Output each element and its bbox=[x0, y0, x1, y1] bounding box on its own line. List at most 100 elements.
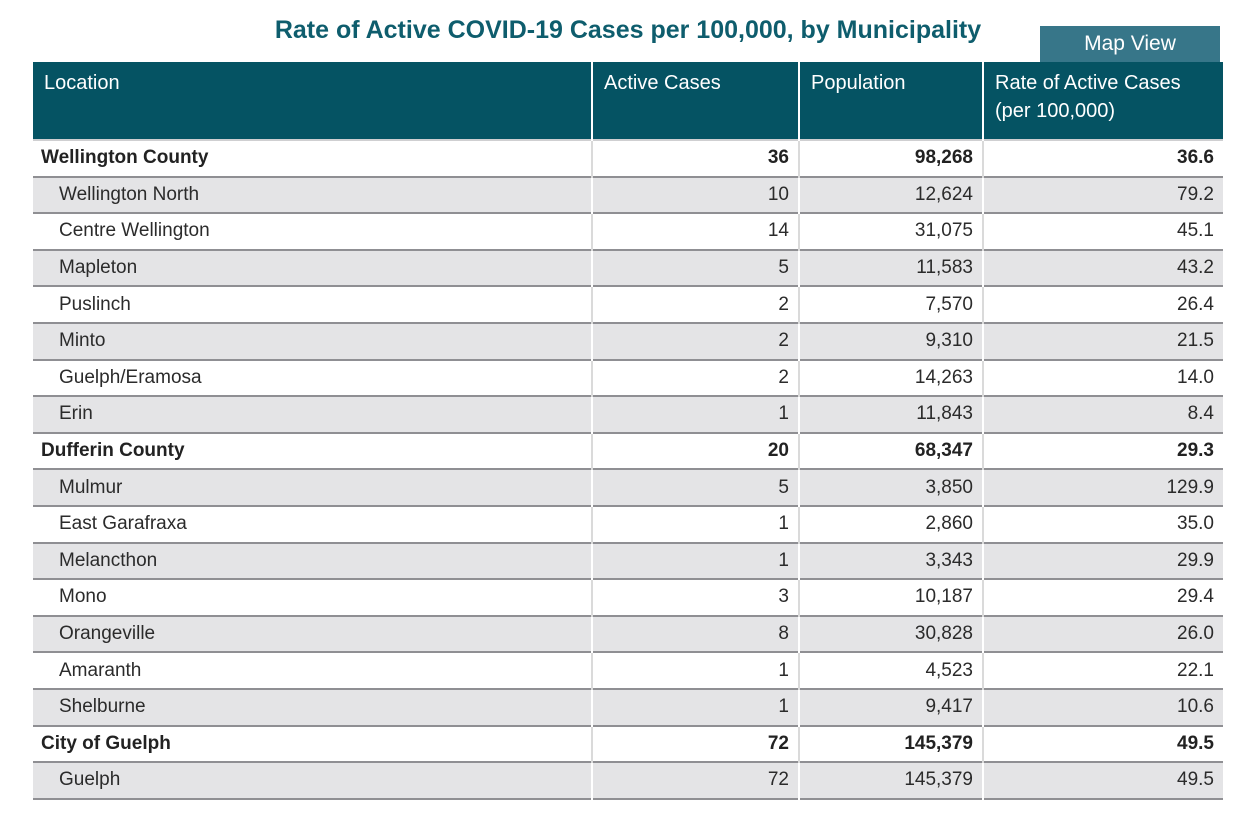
cell-rate: 29.3 bbox=[982, 432, 1223, 470]
cell-rate: 36.6 bbox=[982, 140, 1223, 177]
map-view-button[interactable]: Map View bbox=[1040, 26, 1220, 62]
cell-population: 11,583 bbox=[798, 249, 983, 287]
cell-active-cases: 2 bbox=[591, 286, 799, 323]
cell-location: Orangeville bbox=[59, 623, 156, 645]
cell-population: 2,860 bbox=[798, 505, 983, 543]
cell-active-cases: 36 bbox=[591, 140, 799, 177]
table-row-municipality: Wellington North 10 12,624 79.2 bbox=[33, 176, 1223, 214]
cell-active-cases: 3 bbox=[591, 579, 799, 616]
cell-location: Mapleton bbox=[59, 257, 138, 279]
cell-location: Dufferin County bbox=[41, 440, 185, 462]
cell-rate: 49.5 bbox=[982, 762, 1223, 799]
cell-location: Mono bbox=[59, 586, 107, 608]
cell-population: 31,075 bbox=[798, 213, 983, 250]
cell-active-cases: 5 bbox=[591, 249, 799, 287]
table-row-municipality: Amaranth 1 4,523 22.1 bbox=[33, 652, 1223, 689]
cell-active-cases: 72 bbox=[591, 762, 799, 799]
cell-active-cases: 1 bbox=[591, 652, 799, 689]
table-row-municipality: Guelph 72 145,379 49.5 bbox=[33, 762, 1223, 799]
page-title: Rate of Active COVID-19 Cases per 100,00… bbox=[274, 16, 982, 44]
cell-population: 4,523 bbox=[798, 652, 983, 689]
cell-active-cases: 1 bbox=[591, 542, 799, 580]
cell-active-cases: 20 bbox=[591, 432, 799, 470]
table-row-municipality: Mulmur 5 3,850 129.9 bbox=[33, 469, 1223, 506]
cell-population: 14,263 bbox=[798, 359, 983, 397]
cell-population: 10,187 bbox=[798, 579, 983, 616]
cell-rate: 129.9 bbox=[982, 469, 1223, 506]
cell-population: 3,343 bbox=[798, 542, 983, 580]
cell-location: Erin bbox=[59, 403, 93, 425]
table-row-county: Dufferin County 20 68,347 29.3 bbox=[33, 432, 1223, 470]
table-row-municipality: Orangeville 8 30,828 26.0 bbox=[33, 615, 1223, 653]
cell-rate: 26.4 bbox=[982, 286, 1223, 323]
cell-location: East Garafraxa bbox=[59, 513, 187, 535]
cell-active-cases: 2 bbox=[591, 322, 799, 360]
cell-rate: 35.0 bbox=[982, 505, 1223, 543]
table-row-municipality: Erin 1 11,843 8.4 bbox=[33, 396, 1223, 433]
cell-active-cases: 5 bbox=[591, 469, 799, 506]
table-row-municipality: Shelburne 1 9,417 10.6 bbox=[33, 688, 1223, 726]
cell-active-cases: 72 bbox=[591, 725, 799, 763]
cell-location: Mulmur bbox=[59, 476, 123, 498]
cell-population: 30,828 bbox=[798, 615, 983, 653]
cell-population: 9,417 bbox=[798, 688, 983, 726]
cell-active-cases: 1 bbox=[591, 505, 799, 543]
table-row-municipality: Melancthon 1 3,343 29.9 bbox=[33, 542, 1223, 580]
cell-location: Amaranth bbox=[59, 659, 142, 681]
table-row-county: City of Guelph 72 145,379 49.5 bbox=[33, 725, 1223, 763]
cases-table: Location Active Cases Population Rate of… bbox=[33, 62, 1223, 800]
cell-population: 7,570 bbox=[798, 286, 983, 323]
table-header-row: Location Active Cases Population Rate of… bbox=[33, 62, 1223, 140]
cell-rate: 10.6 bbox=[982, 688, 1223, 726]
cell-active-cases: 10 bbox=[591, 176, 799, 214]
cell-location: Shelburne bbox=[59, 696, 146, 718]
cell-rate: 21.5 bbox=[982, 322, 1223, 360]
table-row-municipality: Minto 2 9,310 21.5 bbox=[33, 322, 1223, 360]
column-header-location: Location bbox=[33, 62, 592, 140]
cell-active-cases: 2 bbox=[591, 359, 799, 397]
cell-location: Guelph bbox=[59, 769, 121, 791]
cell-location: Puslinch bbox=[59, 293, 131, 315]
table-row-county: Wellington County 36 98,268 36.6 bbox=[33, 140, 1223, 177]
cell-rate: 43.2 bbox=[982, 249, 1223, 287]
table-row-municipality: Puslinch 2 7,570 26.4 bbox=[33, 286, 1223, 323]
cell-rate: 8.4 bbox=[982, 396, 1223, 433]
cell-active-cases: 1 bbox=[591, 688, 799, 726]
cell-rate: 79.2 bbox=[982, 176, 1223, 214]
cell-rate: 26.0 bbox=[982, 615, 1223, 653]
column-header-population: Population bbox=[798, 62, 983, 140]
cell-rate: 29.9 bbox=[982, 542, 1223, 580]
titlebar: Rate of Active COVID-19 Cases per 100,00… bbox=[33, 0, 1223, 62]
cell-population: 68,347 bbox=[798, 432, 983, 470]
cell-location: Wellington North bbox=[59, 183, 200, 205]
table-row-municipality: Centre Wellington 14 31,075 45.1 bbox=[33, 213, 1223, 250]
table-row-municipality: Guelph/Eramosa 2 14,263 14.0 bbox=[33, 359, 1223, 397]
cell-rate: 49.5 bbox=[982, 725, 1223, 763]
cell-location: Wellington County bbox=[41, 147, 209, 169]
column-header-active-cases: Active Cases bbox=[591, 62, 799, 140]
cell-population: 11,843 bbox=[798, 396, 983, 433]
cell-active-cases: 8 bbox=[591, 615, 799, 653]
cell-population: 12,624 bbox=[798, 176, 983, 214]
cell-active-cases: 14 bbox=[591, 213, 799, 250]
cell-location: Guelph/Eramosa bbox=[59, 366, 202, 388]
column-header-rate: Rate of Active Cases (per 100,000) bbox=[982, 62, 1223, 140]
cell-rate: 14.0 bbox=[982, 359, 1223, 397]
table-row-municipality: East Garafraxa 1 2,860 35.0 bbox=[33, 505, 1223, 543]
cell-rate: 45.1 bbox=[982, 213, 1223, 250]
table-row-municipality: Mono 3 10,187 29.4 bbox=[33, 579, 1223, 616]
table-row-municipality: Mapleton 5 11,583 43.2 bbox=[33, 249, 1223, 287]
cell-population: 9,310 bbox=[798, 322, 983, 360]
cell-location: Minto bbox=[59, 330, 106, 352]
cell-population: 145,379 bbox=[798, 725, 983, 763]
cell-rate: 22.1 bbox=[982, 652, 1223, 689]
cell-population: 3,850 bbox=[798, 469, 983, 506]
cell-population: 145,379 bbox=[798, 762, 983, 799]
cell-location: Melancthon bbox=[59, 549, 158, 571]
cell-population: 98,268 bbox=[798, 140, 983, 177]
cell-location: Centre Wellington bbox=[59, 220, 210, 242]
cell-rate: 29.4 bbox=[982, 579, 1223, 616]
cell-active-cases: 1 bbox=[591, 396, 799, 433]
cell-location: City of Guelph bbox=[41, 732, 171, 754]
